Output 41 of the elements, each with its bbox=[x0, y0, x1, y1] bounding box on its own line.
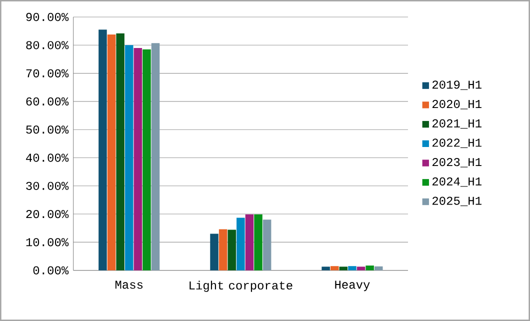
bar bbox=[116, 33, 124, 270]
legend-label: 2021_H1 bbox=[432, 119, 482, 129]
bar bbox=[262, 220, 272, 270]
y-tick-label: 20.00% bbox=[26, 210, 69, 218]
bar bbox=[254, 214, 262, 270]
bar bbox=[322, 266, 330, 270]
bar bbox=[134, 48, 142, 270]
bar bbox=[228, 230, 236, 270]
bar bbox=[245, 214, 254, 270]
bar bbox=[330, 266, 339, 270]
bar bbox=[374, 266, 383, 270]
bar bbox=[98, 30, 107, 270]
y-tick-label: 50.00% bbox=[26, 126, 69, 134]
legend-label: 2022_H1 bbox=[432, 138, 482, 148]
y-tick-label: 0.00% bbox=[33, 266, 69, 274]
x-tick-label: Mass bbox=[115, 280, 143, 289]
bar bbox=[142, 49, 151, 270]
legend-label: 2023_H1 bbox=[432, 158, 482, 168]
bar bbox=[124, 45, 134, 270]
x-tick-label: Light corporate bbox=[190, 280, 292, 292]
y-tick-label: 10.00% bbox=[26, 238, 69, 246]
bar bbox=[236, 218, 245, 270]
y-tick-label: 80.00% bbox=[26, 41, 69, 50]
bar bbox=[210, 234, 218, 270]
legend-label: 2025_H1 bbox=[432, 196, 482, 206]
x-tick-label: Heavy bbox=[335, 280, 370, 292]
bar bbox=[107, 34, 116, 270]
y-tick-label: 30.00% bbox=[26, 182, 69, 190]
bar bbox=[218, 229, 228, 270]
bar bbox=[339, 266, 348, 270]
legend-label: 2020_H1 bbox=[432, 100, 482, 110]
y-tick-label: 40.00% bbox=[26, 154, 69, 162]
bar bbox=[348, 266, 356, 270]
legend-label: 2019_H1 bbox=[432, 80, 482, 90]
bar bbox=[366, 266, 374, 270]
bar bbox=[356, 266, 366, 270]
bar bbox=[151, 43, 160, 270]
legend-label: 2024_H1 bbox=[432, 177, 482, 187]
y-tick-label: 60.00% bbox=[26, 97, 69, 106]
y-tick-label: 70.00% bbox=[26, 69, 69, 78]
y-tick-label: 90.00% bbox=[26, 12, 69, 22]
